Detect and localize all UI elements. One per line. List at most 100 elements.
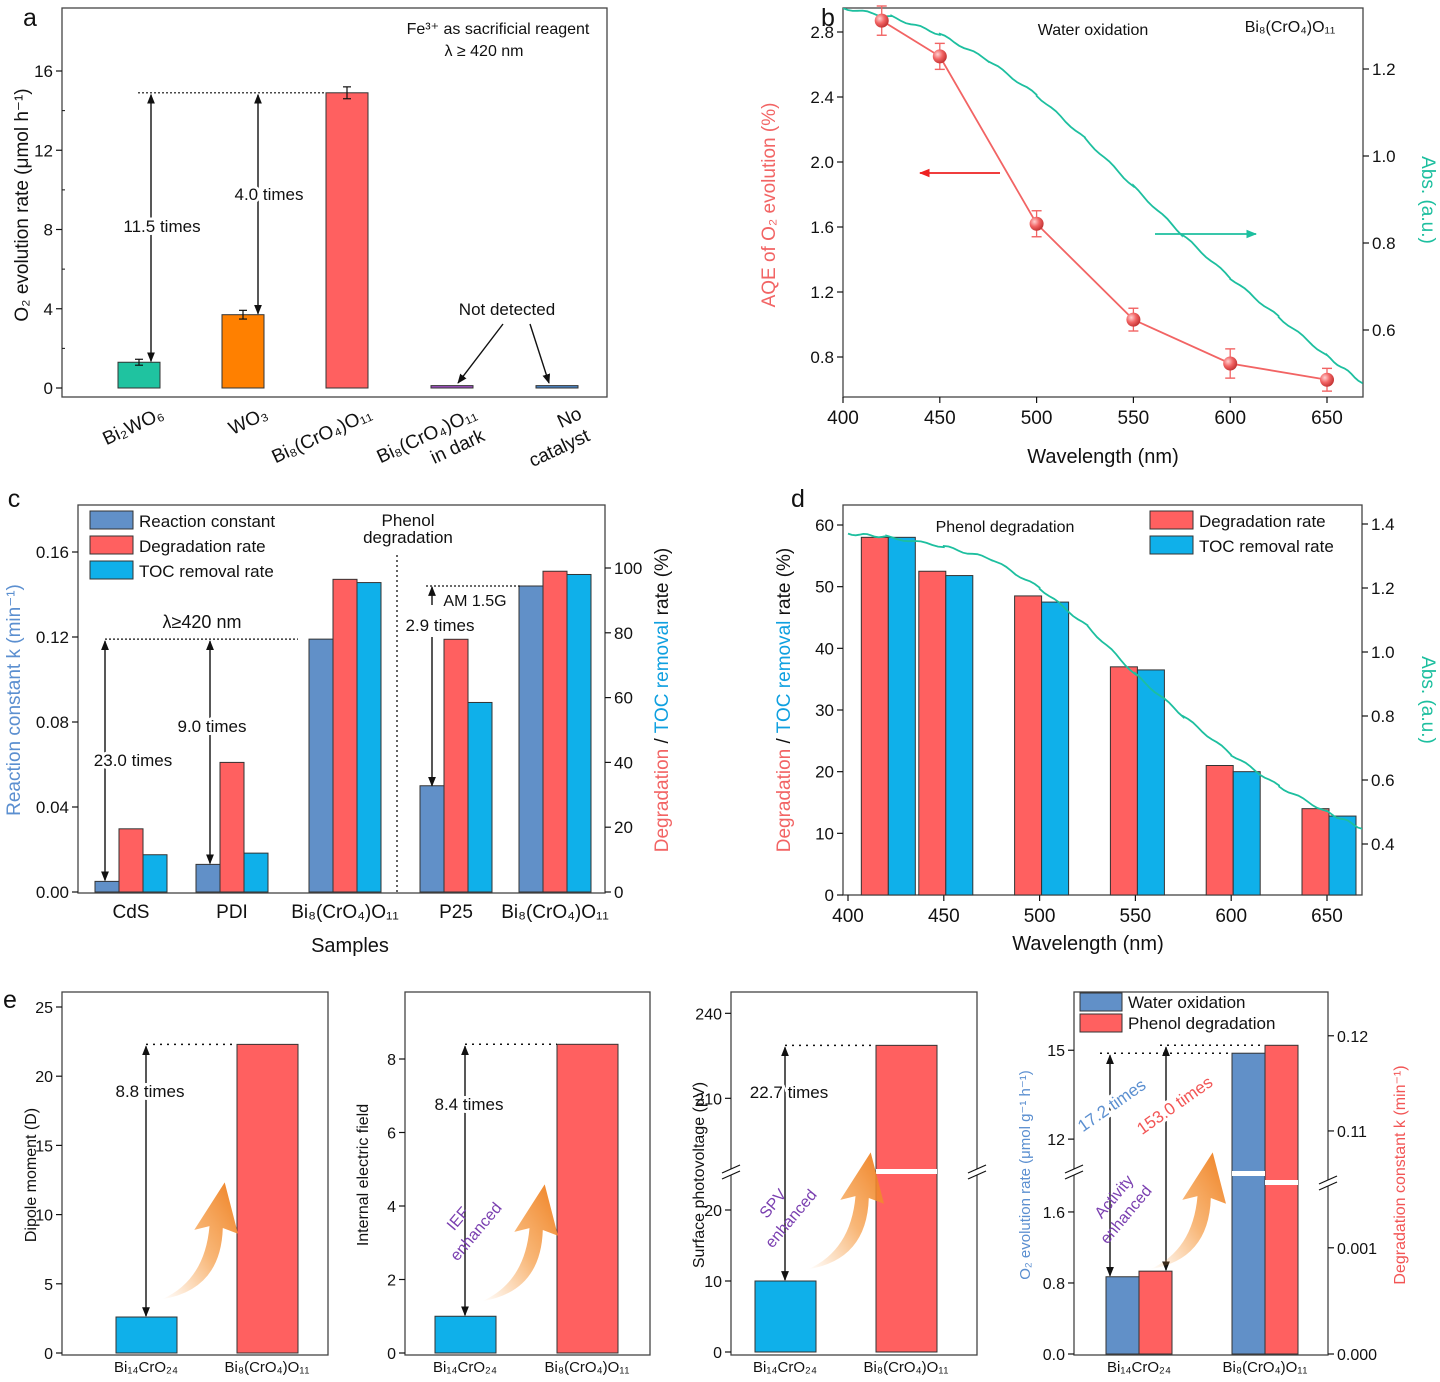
panel-e3-y-tick-label: 20 — [704, 1203, 722, 1220]
panel-e1-y-tick-label: 5 — [44, 1277, 53, 1294]
panel-e4-bar-phenol — [1138, 1270, 1173, 1355]
panel-b-x-tick-label: 400 — [827, 408, 859, 429]
panel-e3-axis-break-left — [721, 1170, 741, 1180]
panel-c-y-right-tick-label: 80 — [614, 624, 633, 643]
panel-d-absorbance-line — [847, 532, 1362, 830]
panel-d-bar-degradation — [918, 570, 947, 896]
panel-e2-category-label: Bi₁₄CrO₂₄ — [433, 1359, 497, 1376]
panel-e4-axis-break-left — [1064, 1164, 1084, 1174]
panel-c-y-left-tick-label: 0.12 — [36, 628, 69, 647]
orange-arrow-shape — [1150, 1152, 1226, 1270]
panel-b-y-right-tick-label: 0.6 — [1372, 321, 1396, 340]
panel-a-condition-label: λ ≥ 420 nm — [444, 43, 523, 60]
panel-e2-y-tick-label: 6 — [387, 1126, 396, 1143]
panel-b-title: Water oxidation — [1038, 22, 1149, 39]
panel-e3-axis-break-right — [967, 1164, 987, 1174]
panel-c-visible-light-label: λ≥420 nm — [163, 612, 242, 632]
panel-b-sample-label: Bi₈(CrO₄)O₁₁ — [1245, 19, 1336, 36]
panel-c-category-label: PDI — [216, 902, 248, 923]
panel-c-y-right-tick-label: 20 — [614, 818, 633, 837]
panel-d-bar-degradation — [1109, 666, 1138, 896]
axis-label-part: rate (%) — [774, 548, 795, 621]
panel-d-legend-label: Degradation rate — [1199, 512, 1326, 531]
panel-a-y-tick-label: 0 — [44, 379, 53, 398]
panel-e4-axis-break-left-gap — [1066, 1169, 1082, 1175]
panel-d-y-right-axis-label: Abs. (a.u.) — [1417, 656, 1438, 744]
orange-arrow-icon — [162, 1182, 238, 1300]
panel-e3-y-axis-label: Surface photovoltage (μV) — [691, 1082, 708, 1268]
panel-b-aqe-point — [932, 49, 947, 64]
panel-b-x-tick-label: 500 — [1021, 408, 1053, 429]
orange-arrow-shape — [808, 1152, 884, 1270]
panel-a-y-axis-label: O₂ evolution rate (μmol h⁻¹) — [12, 88, 33, 321]
panel-d-y-right-tick-label: 1.2 — [1371, 579, 1395, 598]
panel-e4-y-left-axis-label: O₂ evolution rate (μmol g⁻¹ h⁻¹) — [1017, 1070, 1034, 1280]
panel-label-e: e — [3, 986, 17, 1014]
panel-d-y-left-tick-label: 30 — [815, 701, 834, 720]
panel-b-y-left-tick-label: 1.2 — [810, 283, 834, 302]
panel-c-bar-toc — [467, 701, 493, 893]
panel-e2-y-tick-label: 2 — [387, 1273, 396, 1290]
panel-c-y-left-tick-label: 0.00 — [36, 883, 69, 902]
panel-b-y-right-axis-label: Abs. (a.u.) — [1417, 156, 1438, 244]
panel-d-y-right-tick-label: 1.0 — [1371, 643, 1395, 662]
panel-a-fold-label: 11.5 times — [123, 217, 200, 236]
panel-c-bar-degradation — [219, 761, 245, 893]
panel-a-pointer-arrow — [529, 323, 551, 384]
panel-c-am-label: AM 1.5G — [443, 593, 506, 610]
panel-e2-y-tick-label: 4 — [387, 1199, 396, 1216]
panel-e1-y-tick-label: 0 — [44, 1346, 53, 1363]
panel-c-bar-toc — [356, 582, 382, 893]
panel-b-y-right-tick-label: 0.8 — [1372, 234, 1396, 253]
panel-d-y-right-tick-label: 0.6 — [1371, 771, 1395, 790]
panel-e1-y-tick-label: 15 — [35, 1138, 53, 1155]
panel-a-y-tick-label: 12 — [34, 141, 53, 160]
panel-d-y-left-tick-label: 60 — [815, 516, 834, 535]
panel-c-y-right-tick-label: 100 — [614, 559, 642, 578]
panel-a-category-label: catalyst — [526, 425, 594, 472]
panel-b-x-tick-label: 450 — [924, 408, 956, 429]
panel-e4-category-label: Bi₁₄CrO₂₄ — [1107, 1359, 1171, 1376]
panel-e1-plot-area — [61, 991, 329, 1356]
panel-d-x-tick-label: 550 — [1120, 906, 1152, 927]
panel-e2-bar — [556, 1043, 619, 1354]
panel-e3-bar — [875, 1044, 938, 1353]
axis-label-part: TOC removal — [652, 621, 673, 734]
panel-e1-category-label: Bi₁₄CrO₂₄ — [114, 1359, 178, 1376]
panel-b-x-axis-label: Wavelength (nm) — [1027, 446, 1179, 468]
panel-c-bar-degradation — [443, 638, 469, 893]
panel-a-bar — [430, 385, 474, 389]
panel-b-y-left-axis-label: AQE of O₂ evolution (%) — [759, 103, 780, 308]
panel-d-bar-degradation — [1205, 765, 1234, 896]
panel-b-x-tick-label: 550 — [1118, 408, 1150, 429]
panel-c-bar-degradation — [332, 578, 358, 893]
panel-e3-category-label: Bi₈(CrO₄)O₁₁ — [864, 1359, 949, 1376]
panel-e3-y-tick-label: 0 — [713, 1345, 722, 1362]
panel-c-y-right-axis-label: Degradation / TOC removal rate (%) — [652, 548, 673, 853]
panel-a-bar — [117, 361, 161, 389]
axis-label-part: Degradation — [652, 749, 673, 853]
panel-d-plot-area — [842, 504, 1363, 896]
panel-d-y-left-tick-label: 40 — [815, 639, 834, 658]
panel-c-bar-toc — [142, 854, 168, 893]
panel-c-y-left-axis-label: Reaction constant k (min⁻¹) — [4, 584, 25, 816]
panel-b-y-left-tick-label: 2.8 — [810, 23, 834, 42]
panel-a-category-label: WO₃ — [226, 403, 272, 439]
panel-c-y-left-tick-label: 0.04 — [36, 798, 69, 817]
panel-e4-bar-water — [1231, 1052, 1266, 1355]
panel-b-aqe-point — [1029, 216, 1044, 231]
panel-label-d: d — [791, 485, 805, 513]
panel-d-y-left-tick-label: 0 — [825, 886, 834, 905]
panel-e2-y-axis-label: Internal electric field — [355, 1104, 372, 1246]
panel-e1-fold-label: 8.8 times — [116, 1082, 185, 1101]
panel-c-bar-reaction-constant — [518, 585, 544, 893]
panel-e4-fold-label-phenol: 153.0 times — [1133, 1073, 1216, 1139]
panel-c-bar-reaction-constant — [94, 880, 120, 893]
panel-c-legend-swatch — [89, 560, 134, 580]
panel-e4-y-left-tick-label: 0.0 — [1043, 1347, 1065, 1364]
panel-d-bar-degradation — [860, 536, 889, 896]
panel-b-aqe-point — [874, 13, 889, 28]
axis-label-part: / — [774, 733, 795, 749]
panel-e4-y-left-tick-label: 12 — [1047, 1132, 1065, 1149]
